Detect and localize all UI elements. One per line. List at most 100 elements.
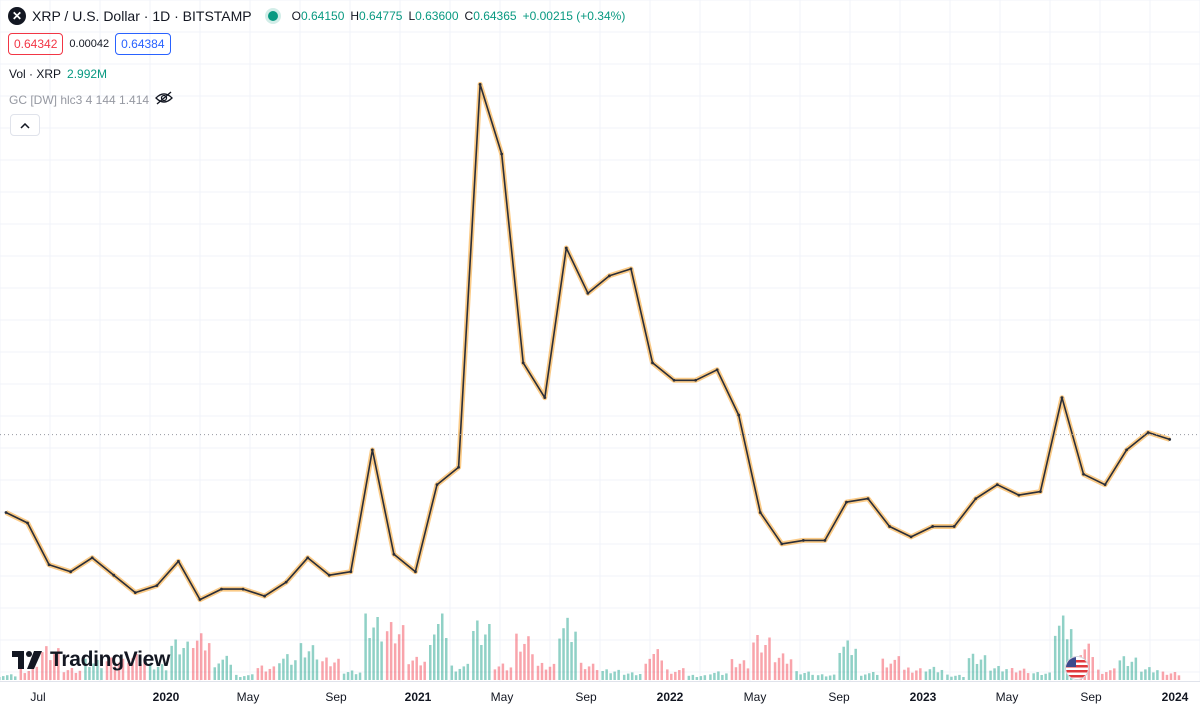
volume-bar — [928, 669, 932, 680]
us-flag-icon[interactable] — [1065, 656, 1089, 680]
data-point[interactable] — [564, 246, 568, 250]
volume-bar — [846, 640, 849, 680]
data-point[interactable] — [306, 556, 310, 560]
volume-bar — [84, 658, 87, 680]
volume-bar — [644, 663, 647, 680]
data-point[interactable] — [974, 497, 978, 501]
sell-price-button[interactable]: 0.64342 — [8, 33, 64, 55]
volume-bar — [523, 643, 526, 680]
data-point[interactable] — [931, 525, 935, 528]
indicator-highlight — [4, 81, 1171, 603]
data-point[interactable] — [758, 511, 762, 514]
data-point[interactable] — [521, 361, 525, 365]
data-point[interactable] — [4, 511, 8, 514]
volume-bar — [1032, 673, 1035, 680]
data-point[interactable] — [500, 152, 504, 156]
volume-legend[interactable]: Vol · XRP 2.992M — [9, 67, 107, 81]
volume-bar — [321, 661, 324, 680]
volume-bar — [932, 666, 936, 680]
data-point[interactable] — [133, 591, 137, 594]
data-point[interactable] — [241, 587, 245, 591]
data-point[interactable] — [694, 378, 697, 382]
data-point[interactable] — [392, 552, 396, 556]
volume-bar — [691, 674, 695, 680]
volume-bar — [88, 667, 91, 680]
data-point[interactable] — [1060, 396, 1064, 400]
volume-bar — [484, 634, 487, 680]
data-point[interactable] — [220, 587, 223, 591]
data-point[interactable] — [435, 483, 439, 487]
data-point[interactable] — [845, 500, 848, 504]
data-point[interactable] — [1039, 490, 1042, 494]
volume-bar — [10, 674, 13, 680]
indicator-legend[interactable]: GC [DW] hlc3 4 144 1.414 — [9, 91, 173, 108]
volume-bar — [195, 640, 199, 680]
indicator-highlight-path — [4, 81, 1171, 603]
data-point[interactable] — [263, 594, 266, 598]
volume-bar — [152, 669, 156, 680]
data-point[interactable] — [780, 542, 784, 546]
volume-bar — [358, 672, 362, 680]
data-point[interactable] — [543, 396, 547, 400]
data-point[interactable] — [651, 361, 654, 365]
data-point[interactable] — [327, 573, 331, 577]
data-point[interactable] — [608, 274, 611, 278]
collapse-legend-button[interactable] — [10, 114, 40, 136]
data-point[interactable] — [284, 580, 288, 584]
volume-bar — [247, 675, 250, 680]
data-point[interactable] — [370, 448, 374, 452]
volume-bar — [299, 643, 303, 680]
volume-bar — [407, 664, 410, 680]
data-point[interactable] — [414, 570, 417, 574]
volume-bar — [1161, 671, 1165, 680]
volume-bar — [626, 673, 630, 680]
data-point[interactable] — [629, 267, 633, 271]
time-axis[interactable]: Jul 2020 May Sep 2021 May Sep 2022 May Sep 2023 May… — [0, 681, 1200, 714]
volume-bar — [256, 668, 260, 680]
tradingview-logo[interactable]: TradingView — [12, 648, 170, 672]
data-point[interactable] — [672, 378, 676, 382]
data-point[interactable] — [349, 570, 353, 574]
eye-hidden-icon[interactable] — [155, 91, 173, 108]
data-point[interactable] — [801, 538, 805, 542]
data-point[interactable] — [90, 556, 94, 560]
volume-bar — [591, 663, 595, 680]
data-point[interactable] — [909, 535, 913, 539]
buy-price-button[interactable]: 0.64384 — [115, 33, 171, 55]
volume-bars — [0, 613, 1181, 680]
market-status-icon[interactable] — [267, 11, 278, 21]
data-point[interactable] — [26, 521, 29, 525]
data-point[interactable] — [1103, 483, 1107, 487]
data-point[interactable] — [1168, 438, 1172, 441]
data-point[interactable] — [478, 82, 482, 86]
data-point[interactable] — [586, 291, 590, 295]
data-point[interactable] — [866, 497, 870, 501]
data-point[interactable] — [69, 570, 73, 574]
data-point[interactable] — [155, 584, 159, 588]
data-point[interactable] — [198, 598, 202, 601]
volume-bar — [566, 617, 569, 680]
data-point[interactable] — [1125, 448, 1128, 452]
volume-bar — [725, 673, 728, 680]
data-point[interactable] — [888, 525, 891, 528]
data-point[interactable] — [995, 483, 999, 487]
data-point[interactable] — [47, 563, 51, 567]
data-point[interactable] — [952, 525, 956, 528]
data-point[interactable] — [1017, 493, 1021, 497]
volume-bar — [552, 663, 556, 680]
volume-bar — [828, 675, 832, 680]
volume-bar — [23, 673, 27, 680]
data-point[interactable] — [737, 413, 741, 417]
price-chart[interactable] — [0, 0, 1200, 681]
volume-bar — [924, 671, 928, 680]
data-point[interactable] — [715, 368, 719, 372]
data-point[interactable] — [823, 538, 827, 542]
symbol-title[interactable]: XRP / U.S. Dollar · 1D · BITSTAMP — [32, 8, 252, 24]
data-point[interactable] — [177, 559, 180, 563]
data-point[interactable] — [1082, 472, 1085, 476]
symbol-header: ✕ XRP / U.S. Dollar · 1D · BITSTAMP O0.6… — [8, 7, 625, 25]
data-point[interactable] — [457, 465, 460, 469]
data-point[interactable] — [1146, 431, 1150, 434]
volume-bar — [824, 676, 828, 680]
data-point[interactable] — [112, 573, 116, 577]
